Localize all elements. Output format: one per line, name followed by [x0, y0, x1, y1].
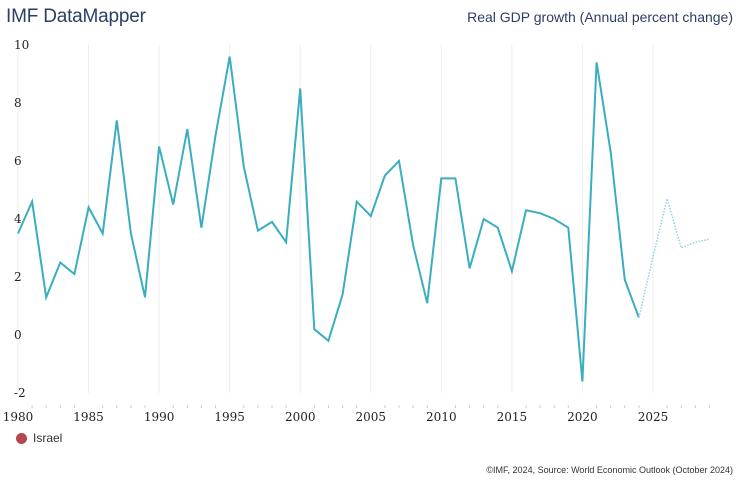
data-point-2026[interactable] — [664, 196, 670, 202]
x-minor-ticks — [31, 405, 710, 408]
data-point-2006[interactable] — [382, 173, 388, 179]
x-tick-label: 1995 — [214, 410, 245, 424]
data-point-1982[interactable] — [43, 294, 49, 300]
x-tick-label: 2005 — [356, 410, 387, 424]
data-point-1989[interactable] — [142, 294, 148, 300]
indicator-title: Real GDP growth (Annual percent change) — [467, 9, 733, 25]
data-point-2008[interactable] — [410, 242, 416, 248]
data-point-1995[interactable] — [227, 54, 233, 60]
y-axis: 10 8 6 4 2 0 -2 — [14, 38, 29, 400]
x-tick-label: 2015 — [497, 410, 528, 424]
data-point-2029[interactable] — [706, 236, 712, 242]
data-point-2027[interactable] — [678, 245, 684, 251]
data-point-1984[interactable] — [71, 271, 77, 277]
grid-lines — [17, 45, 654, 393]
data-point-1986[interactable] — [100, 231, 106, 237]
series-line-israel[interactable] — [17, 56, 640, 382]
series-line-israel-projection[interactable] — [638, 195, 710, 318]
data-point-2013[interactable] — [481, 216, 487, 222]
data-point-2016[interactable] — [523, 207, 529, 213]
data-point-1985[interactable] — [86, 204, 92, 210]
source-footer: ©IMF, 2024, Source: World Economic Outlo… — [486, 465, 733, 475]
y-tick-label: 2 — [14, 270, 22, 284]
y-tick-label: 8 — [14, 96, 22, 110]
legend: Israel — [16, 431, 62, 445]
x-tick-label: 1990 — [144, 410, 175, 424]
data-point-2022[interactable] — [608, 149, 614, 155]
y-tick-label: 4 — [14, 212, 22, 226]
data-point-1996[interactable] — [241, 164, 247, 170]
data-point-2011[interactable] — [452, 175, 458, 181]
y-tick-label: 6 — [14, 154, 22, 168]
data-point-2018[interactable] — [551, 216, 557, 222]
x-tick-label: 2010 — [426, 410, 457, 424]
series-group — [15, 54, 712, 384]
x-tick-label: 2025 — [638, 410, 669, 424]
data-point-1987[interactable] — [114, 117, 120, 123]
data-point-2015[interactable] — [509, 268, 515, 274]
data-point-2023[interactable] — [622, 277, 628, 283]
data-point-2010[interactable] — [438, 175, 444, 181]
data-point-2005[interactable] — [368, 213, 374, 219]
data-point-2017[interactable] — [537, 210, 543, 216]
data-point-2020[interactable] — [579, 378, 585, 384]
data-point-1983[interactable] — [57, 260, 63, 266]
data-point-1997[interactable] — [255, 228, 261, 234]
data-point-2002[interactable] — [325, 338, 331, 344]
data-point-1990[interactable] — [156, 144, 162, 150]
data-point-1998[interactable] — [269, 219, 275, 225]
x-axis: 1980 1985 1990 1995 2000 2005 2010 2015 2020 2025 — [3, 410, 669, 424]
data-point-1980[interactable] — [15, 231, 21, 237]
data-point-1988[interactable] — [128, 231, 134, 237]
legend-label-israel[interactable]: Israel — [33, 431, 63, 445]
data-point-2001[interactable] — [311, 326, 317, 332]
data-point-2019[interactable] — [565, 225, 571, 231]
data-point-2024[interactable] — [636, 315, 642, 321]
x-tick-label: 1985 — [73, 410, 104, 424]
data-point-1999[interactable] — [283, 239, 289, 245]
data-point-2012[interactable] — [467, 265, 473, 271]
data-point-1991[interactable] — [170, 202, 176, 208]
data-point-1994[interactable] — [213, 132, 219, 138]
data-point-2000[interactable] — [297, 86, 303, 92]
x-tick-label: 2020 — [567, 410, 598, 424]
data-point-2004[interactable] — [354, 199, 360, 205]
data-point-2028[interactable] — [692, 239, 698, 245]
data-point-1993[interactable] — [198, 225, 204, 231]
data-point-1992[interactable] — [184, 126, 190, 132]
legend-dot-israel[interactable] — [16, 432, 27, 444]
data-point-2021[interactable] — [594, 59, 600, 65]
data-point-2025[interactable] — [650, 254, 656, 260]
y-tick-label: -2 — [14, 386, 26, 400]
data-point-2009[interactable] — [424, 300, 430, 306]
x-tick-label: 2000 — [285, 410, 316, 424]
data-point-2003[interactable] — [340, 291, 346, 297]
data-point-1981[interactable] — [29, 199, 35, 205]
app-title[interactable]: IMF DataMapper — [6, 6, 146, 27]
y-tick-label: 0 — [14, 328, 22, 342]
x-tick-label: 1980 — [3, 410, 34, 424]
data-point-2007[interactable] — [396, 158, 402, 164]
data-point-2014[interactable] — [495, 225, 501, 231]
y-tick-label: 10 — [14, 38, 29, 52]
